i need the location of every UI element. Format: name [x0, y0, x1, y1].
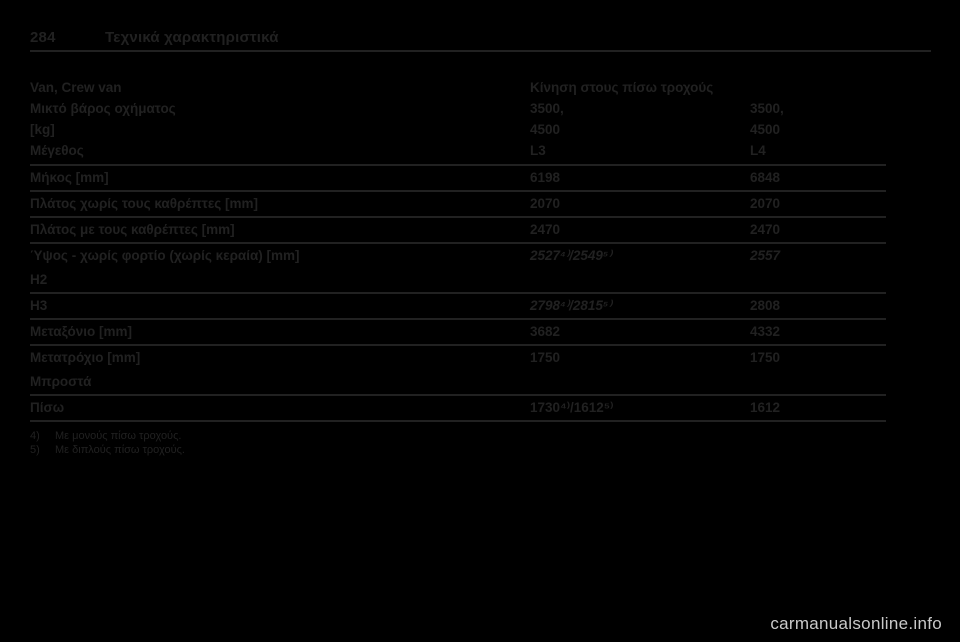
footnotes: 4) Με μονούς πίσω τροχούς. 5) Με διπλούς…	[30, 429, 960, 457]
footnote: 4) Με μονούς πίσω τροχούς.	[30, 429, 960, 443]
dimensions-table: Van, Crew van Μικτό βάρος οχήματος [kg] …	[30, 77, 886, 422]
table-row-width-no-mirrors: Πλάτος χωρίς τους καθρέπτες [mm] 2070 20…	[30, 192, 886, 218]
row-label: H3	[30, 298, 48, 313]
row-value-col1: 2470	[530, 222, 561, 237]
row-label: Πλάτος χωρίς τους καθρέπτες [mm]	[30, 196, 259, 211]
col1-header-line: 4500	[530, 122, 561, 137]
row-value-col2: 1612	[750, 400, 781, 415]
row-value-col1: 2070	[530, 196, 561, 211]
row-value-col2: 6848	[750, 170, 781, 185]
row-label: Μετατρόχιο [mm]	[30, 350, 141, 365]
table-row-track-rear: Πίσω 1730⁴⁾/1612⁵⁾ 1612	[30, 396, 886, 422]
row-value-col2: 2470	[750, 222, 781, 237]
col1-header-line: 3500,	[530, 101, 564, 116]
table-row-wheelbase: Μεταξόνιο [mm] 3682 4332	[30, 320, 886, 346]
row-label: Πίσω	[30, 400, 65, 415]
column-2-header: 3500, 4500 L4	[750, 98, 886, 161]
footnote: 5) Με διπλούς πίσω τροχούς.	[30, 443, 960, 457]
footnote-marker: 4)	[30, 430, 40, 442]
header-label-line: [kg]	[30, 122, 55, 137]
table-header: Van, Crew van Μικτό βάρος οχήματος [kg] …	[30, 77, 886, 166]
table-header-values: Κίνηση στους πίσω τροχούς 3500, 4500 L3 …	[530, 77, 886, 161]
row-value-col1: 1730⁴⁾/1612⁵⁾	[530, 400, 614, 415]
row-label: Μεταξόνιο [mm]	[30, 324, 132, 339]
table-row-length: Μήκος [mm] 6198 6848	[30, 166, 886, 192]
header-label-line: Μέγεθος	[30, 143, 84, 158]
row-label: Μήκος [mm]	[30, 170, 109, 185]
row-label: Πλάτος με τους καθρέπτες [mm]	[30, 222, 235, 237]
row-value-col2: 1750	[750, 350, 781, 365]
page-title: Τεχνικά χαρακτηριστικά	[105, 29, 279, 46]
column-1-header: 3500, 4500 L3	[530, 98, 750, 161]
column-span-header: Κίνηση στους πίσω τροχούς	[530, 80, 714, 95]
row-label: Ύψος - χωρίς φορτίο (χωρίς κεραία) [mm]	[30, 248, 300, 263]
watermark: carmanualsonline.info	[770, 614, 942, 633]
row-value-col1: 1750	[530, 350, 561, 365]
page-header: 284 Τεχνικά χαρακτηριστικά	[30, 29, 931, 52]
col2-header-line: L4	[750, 143, 766, 158]
table-row-height-h2: Ύψος - χωρίς φορτίο (χωρίς κεραία) [mm] …	[30, 244, 886, 294]
col2-header-line: 4500	[750, 122, 781, 137]
table-row-width-mirrors: Πλάτος με τους καθρέπτες [mm] 2470 2470	[30, 218, 886, 244]
row-label-line2: H2	[30, 272, 48, 287]
row-value-col1: 2798⁴⁾/2815⁵⁾	[530, 298, 612, 313]
row-value-col2: 4332	[750, 324, 781, 339]
footnote-text: Με μονούς πίσω τροχούς.	[55, 430, 182, 442]
row-value-col1: 3682	[530, 324, 561, 339]
row-value-col2: 2070	[750, 196, 781, 211]
table-row-track-front: Μετατρόχιο [mm] Μπροστά 1750 1750	[30, 346, 886, 396]
footnote-marker: 5)	[30, 444, 40, 456]
footnote-text: Με διπλούς πίσω τροχούς.	[55, 444, 185, 456]
table-header-labels: Van, Crew van Μικτό βάρος οχήματος [kg] …	[30, 77, 530, 161]
table-row-height-h3: H3 2798⁴⁾/2815⁵⁾ 2808	[30, 294, 886, 320]
row-value-col1: 2527⁴⁾/2549⁵⁾	[530, 248, 612, 263]
row-value-col1: 6198	[530, 170, 561, 185]
row-value-col2: 2808	[750, 298, 781, 313]
header-label-line: Van, Crew van	[30, 80, 122, 95]
col2-header-line: 3500,	[750, 101, 784, 116]
page-number: 284	[30, 29, 56, 46]
row-value-col2: 2557	[750, 248, 781, 263]
row-label-line2: Μπροστά	[30, 374, 92, 389]
col1-header-line: L3	[530, 143, 546, 158]
header-label-line: Μικτό βάρος οχήματος	[30, 101, 176, 116]
